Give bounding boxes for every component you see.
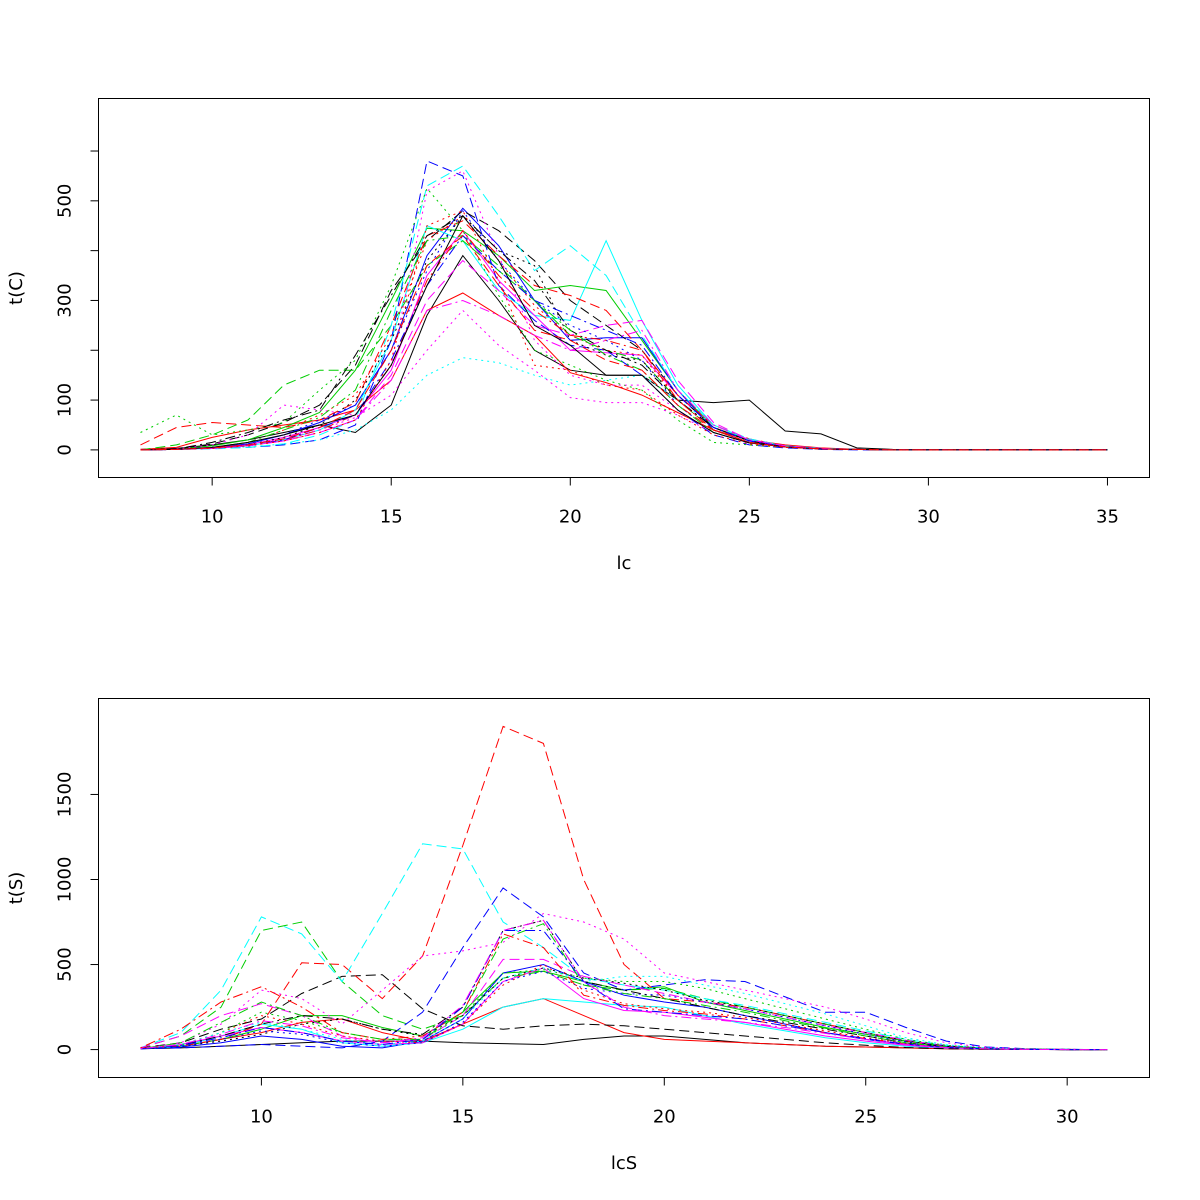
plot-frame (98, 98, 1150, 478)
x-tick-label: 10 (250, 1107, 273, 1128)
series-line-14 (140, 187, 1108, 451)
series-line-25 (140, 234, 1108, 451)
y-tick-label: 100 (55, 383, 76, 417)
series-line-17 (140, 170, 1108, 451)
x-tick-label: 15 (380, 507, 403, 528)
y-tick-label: 1000 (55, 857, 76, 903)
series-line-12 (140, 967, 1108, 1051)
y-axis-label: t(S) (6, 872, 27, 905)
x-tick-label: 25 (738, 507, 761, 528)
series-lines (140, 160, 1108, 451)
series-line-17 (140, 912, 1108, 1051)
y-tick-label: 0 (55, 1044, 76, 1055)
series-line-21 (140, 234, 1108, 451)
x-tick-label: 35 (1096, 507, 1119, 528)
y-axis-label: t(C) (6, 271, 27, 305)
x-axis-label: lc (617, 553, 632, 574)
series-line-12 (140, 215, 1108, 451)
bottom-line-chart: 10 15 20 25 30 0 500 1000 1500 lcS t(S) (6, 698, 1150, 1174)
series-line-24 (140, 214, 1108, 451)
series-lines (140, 725, 1108, 1051)
y-tick-label: 1500 (55, 772, 76, 818)
top-line-chart: 10 15 20 25 30 35 0 100 300 500 lc t(C) (6, 98, 1150, 574)
series-line-2 (140, 227, 1108, 451)
plot-frame (98, 698, 1150, 1078)
series-line-15 (140, 209, 1108, 451)
x-axis: 10 15 20 25 30 35 (201, 477, 1119, 528)
series-line-6 (140, 210, 1108, 451)
x-tick-label: 25 (854, 1107, 877, 1128)
y-axis: 0 100 300 500 (55, 150, 99, 456)
x-tick-label: 20 (559, 507, 582, 528)
x-tick-label: 15 (451, 1107, 474, 1128)
series-line-20 (140, 235, 1108, 451)
x-axis-label: lcS (611, 1153, 637, 1174)
series-line-26 (140, 210, 1108, 451)
series-line-22 (140, 919, 1108, 1051)
series-line-18 (140, 215, 1108, 451)
x-tick-label: 10 (201, 507, 224, 528)
y-tick-label: 0 (55, 444, 76, 455)
x-axis: 10 15 20 25 30 (250, 1077, 1079, 1128)
series-line-16 (140, 967, 1108, 1051)
x-tick-label: 30 (917, 507, 940, 528)
series-line-19 (140, 229, 1108, 451)
series-line-13 (140, 215, 1108, 451)
series-line-10 (140, 165, 1108, 451)
series-line-7 (140, 725, 1108, 1051)
y-tick-label: 500 (55, 947, 76, 981)
series-line-6 (140, 974, 1108, 1051)
y-axis: 0 500 1000 1500 (55, 772, 99, 1055)
y-tick-label: 500 (55, 184, 76, 218)
x-tick-label: 20 (653, 1107, 676, 1128)
series-line-16 (140, 357, 1108, 451)
series-line-19 (140, 933, 1108, 1051)
series-line-14 (140, 969, 1108, 1051)
x-tick-label: 30 (1056, 1107, 1079, 1128)
series-line-5 (140, 229, 1108, 451)
series-line-22 (140, 299, 1108, 451)
y-tick-label: 300 (55, 283, 76, 317)
series-line-3 (140, 207, 1108, 451)
series-line-5 (140, 967, 1108, 1051)
series-line-20 (140, 923, 1108, 1051)
series-line-9 (140, 887, 1108, 1051)
